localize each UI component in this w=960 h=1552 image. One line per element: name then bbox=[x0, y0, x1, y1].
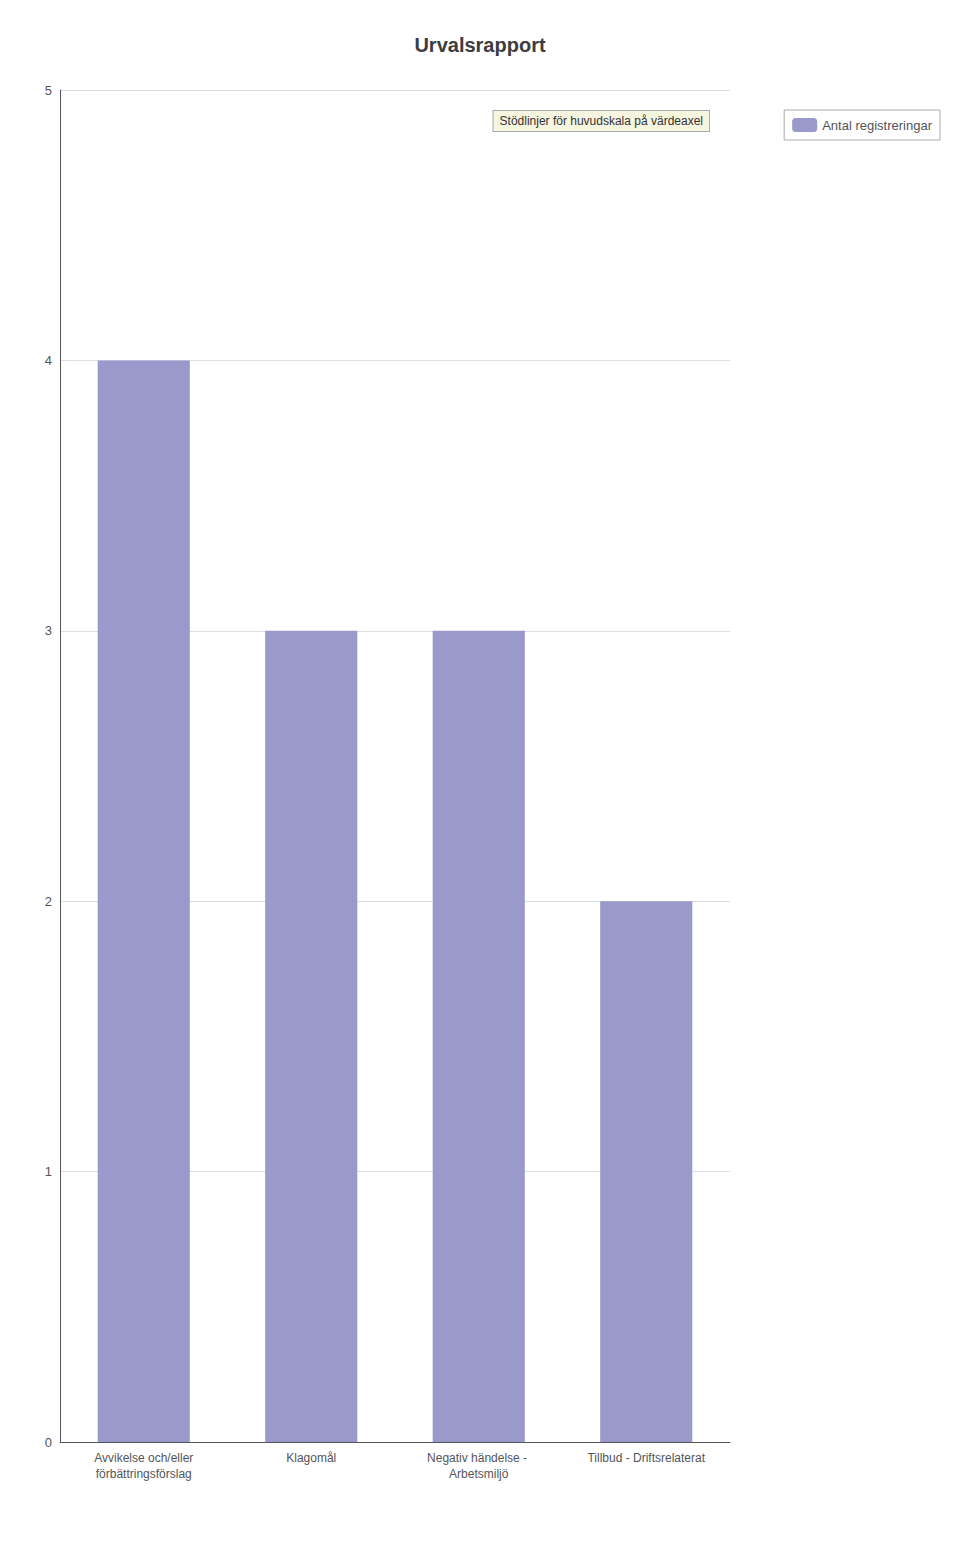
svg-text:3: 3 bbox=[45, 623, 52, 638]
svg-text:0: 0 bbox=[45, 1435, 52, 1450]
svg-text:1: 1 bbox=[45, 1164, 52, 1179]
svg-text:2: 2 bbox=[45, 894, 52, 909]
svg-text:5: 5 bbox=[45, 83, 52, 98]
svg-text:Arbetsmiljö: Arbetsmiljö bbox=[449, 1467, 509, 1481]
svg-text:Stödlinjer för huvudskala på v: Stödlinjer för huvudskala på värdeaxel bbox=[500, 114, 703, 128]
svg-text:förbättringsförslag: förbättringsförslag bbox=[96, 1467, 192, 1481]
svg-text:Avvikelse och/eller: Avvikelse och/eller bbox=[94, 1451, 193, 1465]
svg-text:Negativ händelse -: Negativ händelse - bbox=[427, 1451, 530, 1465]
svg-text:Klagomål: Klagomål bbox=[286, 1451, 336, 1465]
svg-text:Tillbud - Driftsrelaterat: Tillbud - Driftsrelaterat bbox=[587, 1451, 705, 1465]
svg-text:4: 4 bbox=[45, 353, 52, 368]
svg-text:Antal registreringar: Antal registreringar bbox=[822, 118, 932, 133]
svg-text:Urvalsrapport: Urvalsrapport bbox=[414, 34, 545, 56]
